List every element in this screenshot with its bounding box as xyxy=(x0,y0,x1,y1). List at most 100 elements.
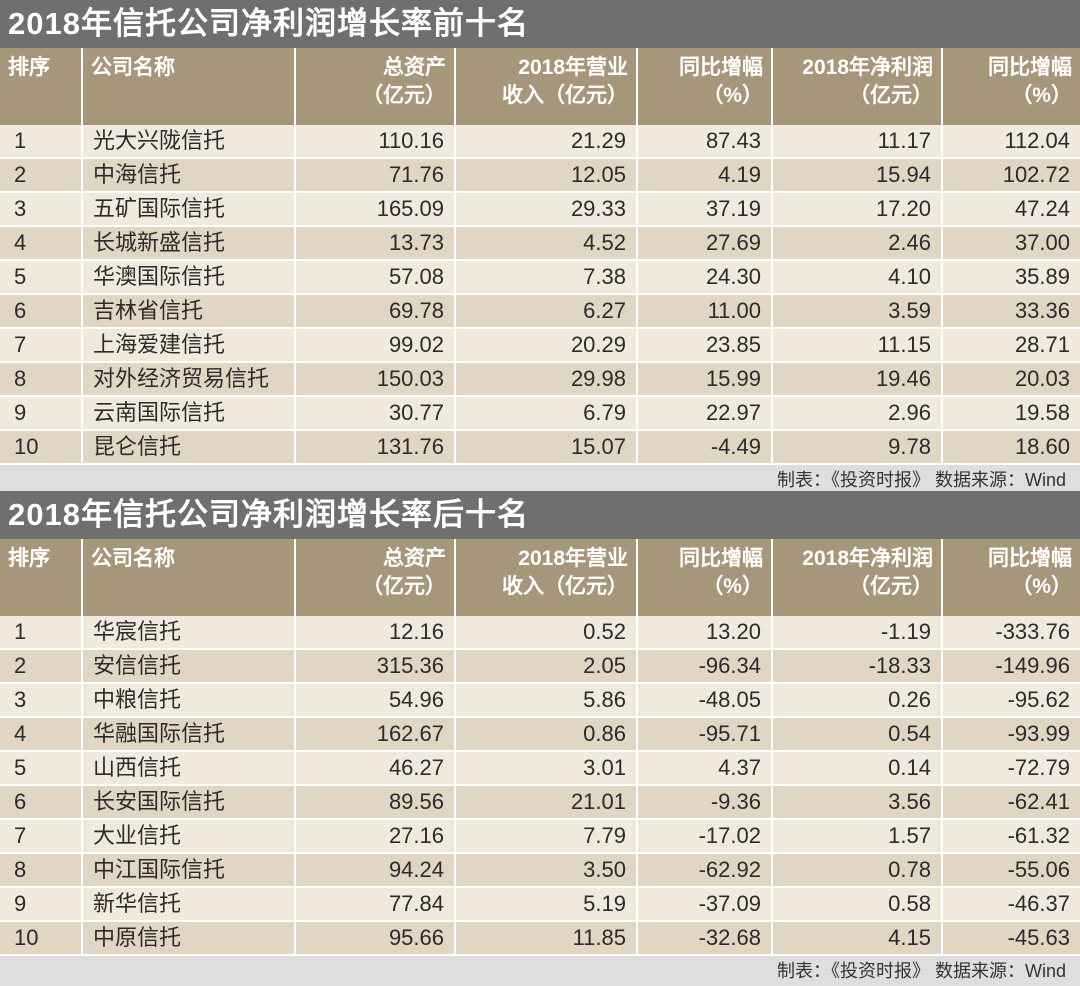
header-revenue-yoy: 同比增幅 （%） xyxy=(637,48,773,125)
cell-company-name: 安信信托 xyxy=(82,649,296,684)
cell-revenue-yoy: -95.71 xyxy=(637,717,773,752)
cell-total-assets: 94.24 xyxy=(295,853,456,888)
cell-total-assets: 27.16 xyxy=(295,819,456,854)
cell-profit-yoy: 112.04 xyxy=(942,125,1080,159)
cell-net-profit: 4.15 xyxy=(772,921,943,956)
top-ten-body: 1 光大兴陇信托 110.16 21.29 87.43 11.17 112.04 2 中海信托 7… xyxy=(0,125,1080,465)
cell-rank: 2 xyxy=(0,649,83,684)
cell-profit-yoy: 19.58 xyxy=(942,396,1080,431)
bottom-ten-body: 1 华宸信托 12.16 0.52 13.20 -1.19 -333.76 2 安信信托 315.… xyxy=(0,616,1080,956)
table-row: 7 大业信托 27.16 7.79 -17.02 1.57 -61.32 xyxy=(0,819,1080,854)
cell-revenue: 11.85 xyxy=(455,921,638,956)
table-row: 1 华宸信托 12.16 0.52 13.20 -1.19 -333.76 xyxy=(0,616,1080,650)
cell-profit-yoy: 47.24 xyxy=(942,192,1080,227)
table-row: 5 山西信托 46.27 3.01 4.37 0.14 -72.79 xyxy=(0,751,1080,786)
cell-total-assets: 71.76 xyxy=(295,158,456,193)
cell-revenue: 29.33 xyxy=(455,192,638,227)
cell-company-name: 华宸信托 xyxy=(82,616,296,650)
bottom-ten-table: 排序 公司名称 总资产 （亿元） 2018年营业 收入（亿元） 同比增幅 （%） 20… xyxy=(0,539,1080,956)
cell-profit-yoy: -55.06 xyxy=(942,853,1080,888)
header-company-name: 公司名称 xyxy=(82,539,296,616)
cell-rank: 5 xyxy=(0,751,83,786)
top-ten-table: 排序 公司名称 总资产 （亿元） 2018年营业 收入（亿元） 同比增幅 （%） 20… xyxy=(0,48,1080,465)
cell-rank: 10 xyxy=(0,921,83,956)
cell-revenue-yoy: 22.97 xyxy=(637,396,773,431)
cell-total-assets: 77.84 xyxy=(295,887,456,922)
cell-company-name: 吉林省信托 xyxy=(82,294,296,329)
cell-rank: 7 xyxy=(0,328,83,363)
cell-company-name: 上海爱建信托 xyxy=(82,328,296,363)
cell-company-name: 中原信托 xyxy=(82,921,296,956)
cell-total-assets: 69.78 xyxy=(295,294,456,329)
header-net-profit: 2018年净利润 （亿元） xyxy=(772,48,943,125)
cell-company-name: 中粮信托 xyxy=(82,683,296,718)
cell-net-profit: 1.57 xyxy=(772,819,943,854)
cell-profit-yoy: 20.03 xyxy=(942,362,1080,397)
cell-total-assets: 57.08 xyxy=(295,260,456,295)
header-row: 排序 公司名称 总资产 （亿元） 2018年营业 收入（亿元） 同比增幅 （%） 20… xyxy=(0,539,1080,616)
cell-profit-yoy: -72.79 xyxy=(942,751,1080,786)
cell-revenue-yoy: -4.49 xyxy=(637,430,773,465)
cell-revenue-yoy: -48.05 xyxy=(637,683,773,718)
header-revenue: 2018年营业 收入（亿元） xyxy=(455,539,638,616)
cell-total-assets: 131.76 xyxy=(295,430,456,465)
cell-net-profit: 0.54 xyxy=(772,717,943,752)
header-profit-yoy: 同比增幅 （%） xyxy=(942,539,1080,616)
cell-revenue: 5.86 xyxy=(455,683,638,718)
cell-revenue: 20.29 xyxy=(455,328,638,363)
cell-company-name: 云南国际信托 xyxy=(82,396,296,431)
cell-total-assets: 110.16 xyxy=(295,125,456,159)
cell-rank: 9 xyxy=(0,887,83,922)
top-ten-source-note: 制表：《投资时报》 数据来源：Wind xyxy=(0,465,1080,495)
cell-company-name: 山西信托 xyxy=(82,751,296,786)
cell-revenue-yoy: 87.43 xyxy=(637,125,773,159)
cell-revenue-yoy: 27.69 xyxy=(637,226,773,261)
cell-total-assets: 46.27 xyxy=(295,751,456,786)
top-ten-section: 2018年信托公司净利润增长率前十名 排序 公司名称 总资产 （亿元） 2018年… xyxy=(0,0,1080,495)
cell-company-name: 对外经济贸易信托 xyxy=(82,362,296,397)
cell-rank: 7 xyxy=(0,819,83,854)
cell-revenue-yoy: 13.20 xyxy=(637,616,773,650)
cell-total-assets: 99.02 xyxy=(295,328,456,363)
table-header: 排序 公司名称 总资产 （亿元） 2018年营业 收入（亿元） 同比增幅 （%） 20… xyxy=(0,539,1080,616)
cell-revenue: 0.52 xyxy=(455,616,638,650)
table-row: 3 五矿国际信托 165.09 29.33 37.19 17.20 47.24 xyxy=(0,192,1080,227)
table-row: 6 长安国际信托 89.56 21.01 -9.36 3.56 -62.41 xyxy=(0,785,1080,820)
cell-revenue: 2.05 xyxy=(455,649,638,684)
table-row: 10 中原信托 95.66 11.85 -32.68 4.15 -45.63 xyxy=(0,921,1080,956)
cell-total-assets: 89.56 xyxy=(295,785,456,820)
cell-rank: 4 xyxy=(0,226,83,261)
header-total-assets: 总资产 （亿元） xyxy=(295,539,456,616)
table-row: 8 对外经济贸易信托 150.03 29.98 15.99 19.46 20.03 xyxy=(0,362,1080,397)
cell-revenue: 7.79 xyxy=(455,819,638,854)
cell-revenue: 3.01 xyxy=(455,751,638,786)
cell-revenue: 15.07 xyxy=(455,430,638,465)
cell-profit-yoy: -333.76 xyxy=(942,616,1080,650)
table-row: 8 中江国际信托 94.24 3.50 -62.92 0.78 -55.06 xyxy=(0,853,1080,888)
header-profit-yoy: 同比增幅 （%） xyxy=(942,48,1080,125)
cell-net-profit: 3.56 xyxy=(772,785,943,820)
cell-profit-yoy: 33.36 xyxy=(942,294,1080,329)
table-row: 9 云南国际信托 30.77 6.79 22.97 2.96 19.58 xyxy=(0,396,1080,431)
table-row: 4 长城新盛信托 13.73 4.52 27.69 2.46 37.00 xyxy=(0,226,1080,261)
cell-total-assets: 315.36 xyxy=(295,649,456,684)
cell-net-profit: 4.10 xyxy=(772,260,943,295)
header-revenue-yoy: 同比增幅 （%） xyxy=(637,539,773,616)
cell-rank: 6 xyxy=(0,294,83,329)
table-row: 10 昆仑信托 131.76 15.07 -4.49 9.78 18.60 xyxy=(0,430,1080,465)
cell-net-profit: 0.26 xyxy=(772,683,943,718)
table-row: 2 中海信托 71.76 12.05 4.19 15.94 102.72 xyxy=(0,158,1080,193)
cell-company-name: 长城新盛信托 xyxy=(82,226,296,261)
table-row: 1 光大兴陇信托 110.16 21.29 87.43 11.17 112.04 xyxy=(0,125,1080,159)
header-revenue: 2018年营业 收入（亿元） xyxy=(455,48,638,125)
cell-profit-yoy: -45.63 xyxy=(942,921,1080,956)
cell-company-name: 中江国际信托 xyxy=(82,853,296,888)
cell-profit-yoy: -149.96 xyxy=(942,649,1080,684)
table-row: 6 吉林省信托 69.78 6.27 11.00 3.59 33.36 xyxy=(0,294,1080,329)
header-row: 排序 公司名称 总资产 （亿元） 2018年营业 收入（亿元） 同比增幅 （%） 20… xyxy=(0,48,1080,125)
cell-revenue: 6.79 xyxy=(455,396,638,431)
cell-profit-yoy: 37.00 xyxy=(942,226,1080,261)
cell-revenue-yoy: 15.99 xyxy=(637,362,773,397)
cell-company-name: 五矿国际信托 xyxy=(82,192,296,227)
cell-company-name: 光大兴陇信托 xyxy=(82,125,296,159)
